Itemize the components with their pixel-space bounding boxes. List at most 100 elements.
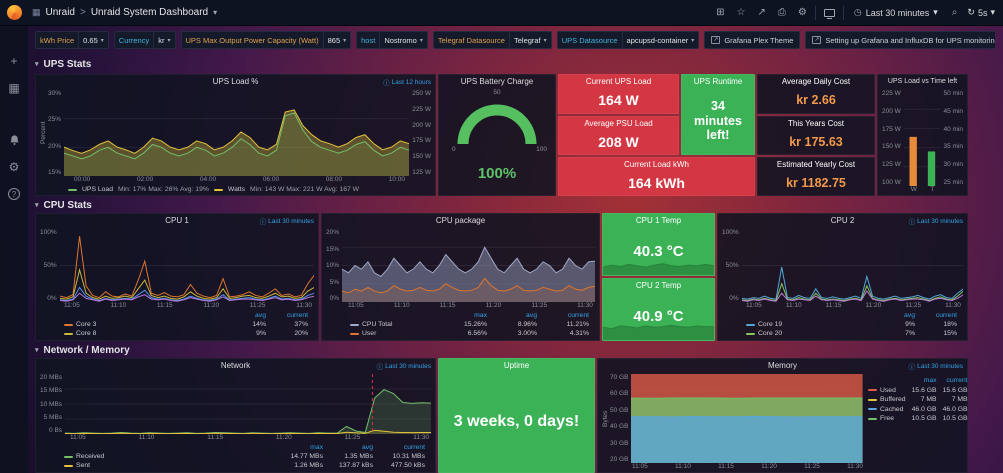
legend-header[interactable]: max: [923, 377, 937, 384]
variable-ups-max-output[interactable]: UPS Max Output Power Capacity (Watt) 865…: [180, 31, 352, 49]
panel-title[interactable]: Average PSU Load: [584, 119, 653, 128]
legend-series[interactable]: Core 3: [64, 320, 230, 329]
panel-title[interactable]: UPS Runtime: [693, 77, 743, 86]
save-button[interactable]: ⎙: [772, 0, 792, 25]
variable-value-dropdown[interactable]: Nostromo ▾: [379, 32, 427, 48]
legend-series[interactable]: UPS Load: [82, 186, 113, 193]
row-ups-stats[interactable]: ▾ UPS Stats: [35, 57, 91, 71]
cpu2-plot[interactable]: [742, 229, 963, 302]
variable-value-dropdown[interactable]: apcupsd-container ▾: [621, 32, 699, 48]
link-label: Setting up Grafana and InfluxDB for UPS …: [825, 35, 995, 45]
panel-title[interactable]: Average Daily Cost: [781, 77, 851, 86]
time-range-picker[interactable]: ◷ Last 30 minutes ▾: [846, 0, 946, 25]
panel-title[interactable]: Current UPS Load: [585, 77, 652, 86]
sidebar-configuration-button[interactable]: ⚙: [4, 158, 24, 176]
panel-title[interactable]: Memory: [768, 361, 797, 370]
breadcrumb-dashboard-title[interactable]: Unraid System Dashboard: [90, 7, 209, 18]
tick-label: 11:30: [945, 302, 961, 309]
panel-title[interactable]: UPS Load %: [212, 77, 259, 86]
legend-header[interactable]: avg: [362, 444, 373, 451]
row-network-memory[interactable]: ▾ Network / Memory: [35, 343, 130, 357]
sidebar-alerting-button[interactable]: [4, 131, 24, 149]
variable-value-dropdown[interactable]: Telegraf ▾: [508, 32, 551, 48]
variable-value-dropdown[interactable]: 0.65 ▾: [78, 32, 108, 48]
cpu2-temp-sparkline: [603, 312, 714, 340]
panel-title[interactable]: This Years Cost: [787, 119, 845, 128]
share-button[interactable]: ↗: [752, 0, 772, 25]
legend-series[interactable]: Core 8: [64, 329, 230, 338]
panel-title[interactable]: CPU 1 Temp: [635, 216, 682, 225]
variable-host[interactable]: host Nostromo ▾: [356, 31, 428, 49]
panel-title[interactable]: CPU package: [435, 216, 486, 225]
sidebar-dashboards-button[interactable]: ▦: [4, 79, 24, 97]
legend-series[interactable]: Cached: [868, 405, 906, 415]
variable-ups-datasource[interactable]: UPS Datasource apcupsd-container ▾: [556, 31, 700, 49]
panel-title[interactable]: CPU 1: [165, 216, 189, 225]
refresh-button[interactable]: ↻ 5s ▾: [963, 7, 1003, 18]
panel-title[interactable]: Current Load kWh: [624, 160, 689, 169]
timerange-badge[interactable]: ⓘ Last 30 minutes: [909, 216, 963, 227]
link-grafana-plex-theme[interactable]: ↗ Grafana Plex Theme: [704, 31, 801, 49]
legend-header[interactable]: avg: [255, 312, 266, 319]
legend-series[interactable]: Buffered: [868, 395, 906, 405]
legend-header[interactable]: current: [935, 312, 957, 319]
variable-value-dropdown[interactable]: 865 ▾: [322, 32, 351, 48]
cpu1-plot[interactable]: [60, 229, 314, 302]
legend-header[interactable]: max: [310, 444, 323, 451]
panel-title[interactable]: CPU 2 Temp: [635, 281, 682, 290]
panel-title[interactable]: UPS Load vs Time left: [887, 78, 958, 85]
timerange-badge[interactable]: ⓘ Last 12 hours: [383, 77, 431, 88]
timerange-badge[interactable]: ⓘ Last 30 minutes: [909, 361, 963, 372]
link-ups-monitoring-guide[interactable]: ↗ Setting up Grafana and InfluxDB for UPS…: [805, 31, 995, 49]
legend-header[interactable]: current: [567, 312, 589, 319]
legend-series[interactable]: Sent: [64, 461, 273, 470]
chevron-down-icon: ▾: [167, 37, 171, 44]
legend-series[interactable]: Used: [868, 386, 906, 396]
divider: [814, 5, 816, 20]
star-button[interactable]: ☆: [731, 0, 752, 25]
legend-header[interactable]: avg: [904, 312, 915, 319]
breadcrumb-folder[interactable]: Unraid: [45, 7, 75, 18]
panel-title[interactable]: Estimated Yearly Cost: [776, 160, 856, 169]
sidebar-help-button[interactable]: ?: [4, 185, 24, 203]
timerange-badge[interactable]: ⓘ Last 30 minutes: [260, 216, 314, 227]
legend-header[interactable]: current: [946, 377, 968, 384]
legend-header[interactable]: current: [286, 312, 308, 319]
ups-load-vs-time-plot[interactable]: [904, 90, 941, 186]
stat-body: 40.3 °C: [603, 227, 714, 275]
legend-series[interactable]: Free: [868, 414, 906, 424]
add-panel-button[interactable]: ⊞: [710, 0, 730, 25]
panel-title[interactable]: CPU 2: [830, 216, 855, 225]
legend-series[interactable]: CPU Total: [350, 320, 437, 329]
variable-currency[interactable]: Currency kr ▾: [113, 31, 176, 49]
settings-button[interactable]: ⚙: [792, 0, 813, 25]
legend-series[interactable]: Received: [64, 452, 273, 461]
panel-ups-runtime: UPS Runtime 34 minutes left!: [681, 74, 755, 155]
grafana-logo[interactable]: [0, 5, 28, 20]
legend-header[interactable]: current: [403, 444, 425, 451]
dashboard-picker-caret-icon[interactable]: ▾: [213, 8, 218, 17]
panel-title[interactable]: Uptime: [503, 361, 530, 370]
zoom-out-button[interactable]: ⌕: [946, 0, 964, 25]
legend-series[interactable]: User: [350, 329, 437, 338]
panel-title[interactable]: Network: [220, 361, 251, 370]
timerange-badge[interactable]: ⓘ Last 30 minutes: [377, 361, 431, 372]
variable-kwh-price[interactable]: kWh Price 0.65 ▾: [35, 31, 109, 49]
network-plot[interactable]: [65, 374, 431, 434]
legend-header[interactable]: avg: [526, 312, 537, 319]
legend-header[interactable]: max: [474, 312, 487, 319]
legend-series[interactable]: Core 20: [746, 329, 879, 338]
tick-label: 15 MBs: [40, 387, 63, 395]
legend-series[interactable]: Core 19: [746, 320, 879, 329]
row-cpu-stats[interactable]: ▾ CPU Stats: [35, 198, 92, 212]
cpu-package-plot[interactable]: [342, 229, 595, 302]
refresh-interval-label[interactable]: 5s: [977, 7, 988, 18]
tv-mode-button[interactable]: [818, 0, 841, 25]
legend-series[interactable]: Watts: [227, 186, 246, 193]
ups-load-plot[interactable]: [64, 90, 410, 176]
sidebar-create-button[interactable]: +: [4, 52, 24, 70]
panel-title[interactable]: UPS Battery Charge: [460, 77, 534, 86]
variable-value-dropdown[interactable]: kr ▾: [153, 32, 174, 48]
memory-plot[interactable]: [631, 374, 863, 463]
variable-telegraf-datasource[interactable]: Telegraf Datasource Telegraf ▾: [432, 31, 552, 49]
